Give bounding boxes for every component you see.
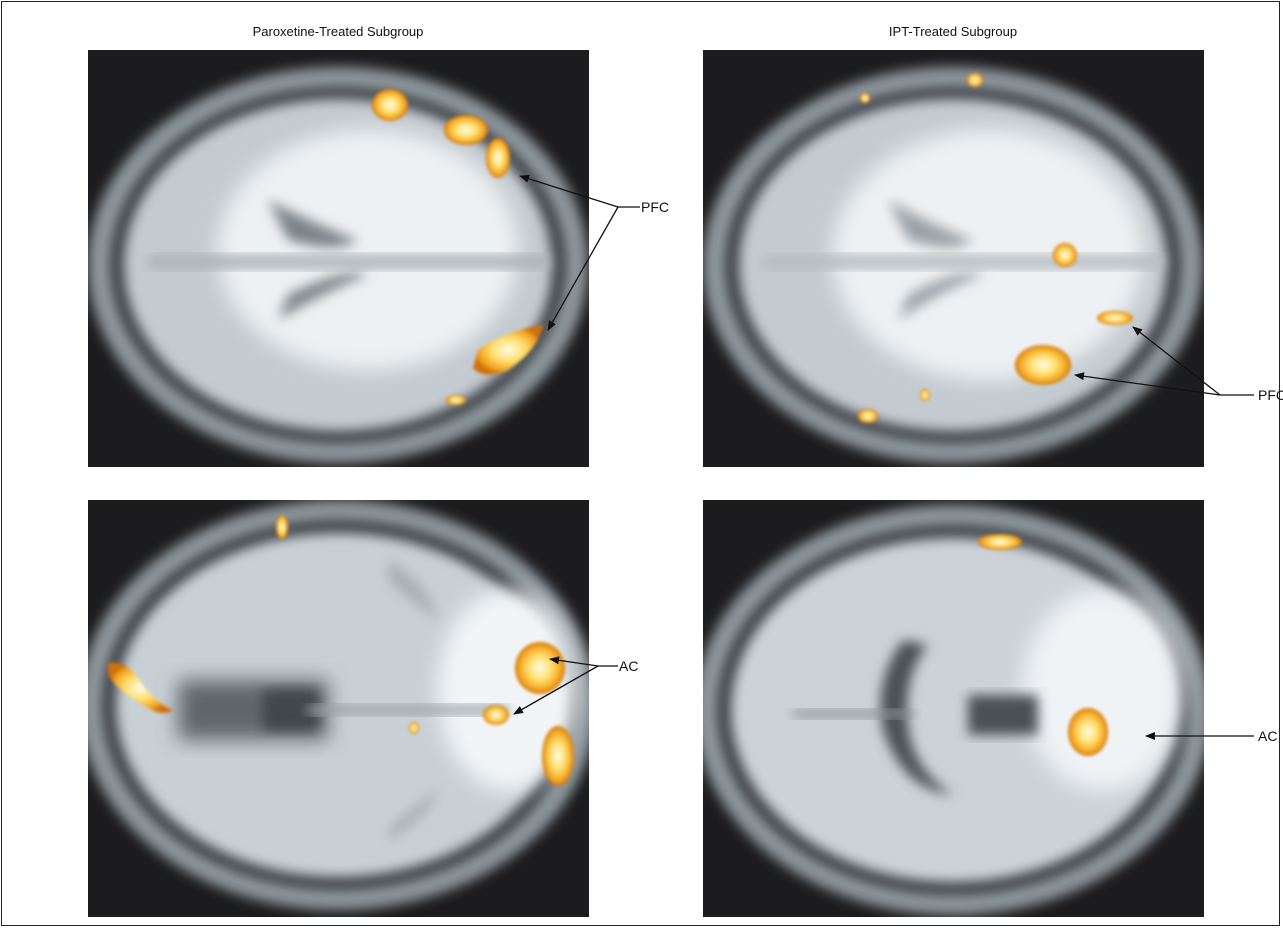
scan-bottom-left bbox=[88, 500, 589, 917]
left-column-title: Paroxetine-Treated Subgroup bbox=[252, 24, 424, 39]
activation-blob bbox=[372, 89, 408, 121]
scan-top-left bbox=[88, 50, 589, 467]
scan-top-right bbox=[703, 50, 1204, 467]
scan-bottom-right bbox=[703, 500, 1204, 917]
right-column-title: IPT-Treated Subgroup bbox=[888, 24, 1018, 39]
